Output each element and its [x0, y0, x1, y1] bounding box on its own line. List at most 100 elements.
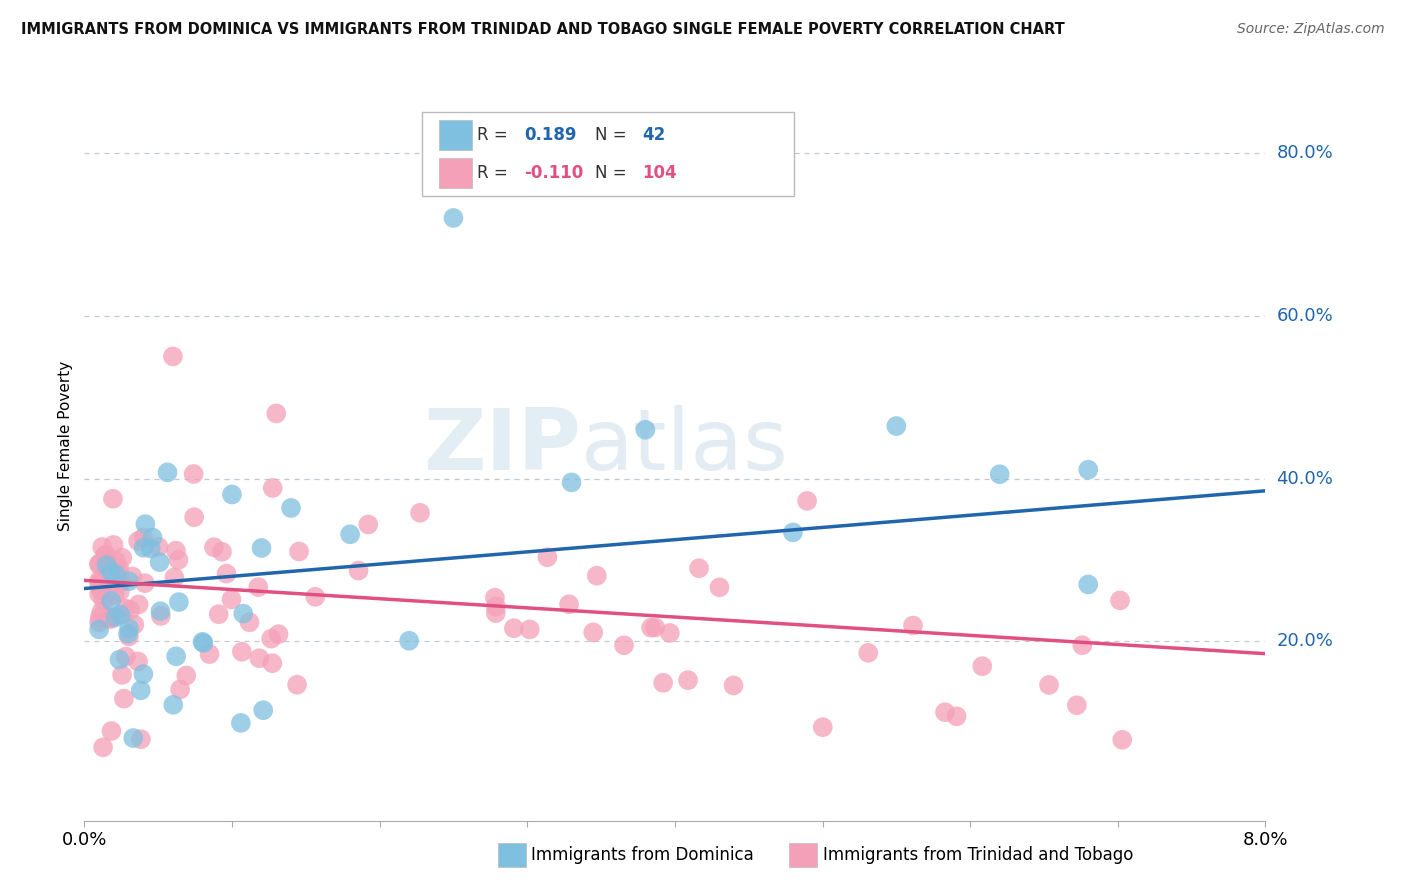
Point	[87, 558, 111, 572]
Point	[198, 647, 221, 661]
Text: Immigrants from Trinidad and Tobago: Immigrants from Trinidad and Tobago	[823, 846, 1133, 863]
Point	[108, 584, 131, 599]
Point	[111, 668, 134, 682]
Point	[232, 607, 254, 621]
Point	[94, 548, 117, 562]
Point	[988, 467, 1011, 482]
Point	[96, 558, 118, 573]
Point	[127, 534, 149, 549]
Point	[128, 598, 150, 612]
Text: 42: 42	[643, 126, 666, 144]
Point	[87, 615, 111, 630]
Point	[165, 543, 187, 558]
Point	[202, 541, 225, 555]
Point	[89, 574, 111, 589]
Point	[723, 678, 745, 692]
Point	[613, 638, 636, 652]
Point	[132, 667, 155, 681]
Point	[108, 561, 131, 575]
Point	[782, 525, 804, 540]
Point	[221, 592, 243, 607]
Point	[262, 481, 284, 495]
Point	[644, 620, 666, 634]
Point	[519, 623, 541, 637]
Text: N =: N =	[595, 126, 631, 144]
Point	[211, 545, 233, 559]
Point	[357, 517, 380, 532]
Point	[115, 649, 138, 664]
Point	[87, 623, 111, 637]
Point	[87, 587, 111, 601]
Point	[280, 500, 302, 515]
Point	[167, 595, 190, 609]
Text: Immigrants from Dominica: Immigrants from Dominica	[531, 846, 754, 863]
Point	[443, 211, 465, 225]
Point	[167, 553, 190, 567]
Point	[100, 565, 122, 579]
Point	[191, 635, 214, 649]
Point	[260, 632, 283, 646]
Point	[347, 564, 370, 578]
Point	[247, 651, 270, 665]
Point	[100, 594, 122, 608]
Point	[585, 568, 607, 582]
Point	[934, 705, 956, 719]
Point	[104, 588, 127, 602]
Point	[1111, 732, 1133, 747]
Text: atlas: atlas	[581, 404, 789, 488]
Point	[901, 618, 924, 632]
Point	[634, 423, 657, 437]
Point	[162, 698, 184, 712]
Point	[91, 577, 114, 591]
Point	[264, 406, 288, 420]
Point	[208, 607, 231, 622]
Point	[134, 517, 156, 532]
Point	[536, 550, 558, 565]
Text: IMMIGRANTS FROM DOMINICA VS IMMIGRANTS FROM TRINIDAD AND TOBAGO SINGLE FEMALE PO: IMMIGRANTS FROM DOMINICA VS IMMIGRANTS F…	[21, 22, 1064, 37]
Text: ZIP: ZIP	[423, 404, 581, 488]
Text: N =: N =	[595, 164, 631, 182]
Point	[110, 607, 132, 622]
Point	[193, 636, 215, 650]
Point	[121, 569, 143, 583]
Point	[221, 487, 243, 501]
Text: -0.110: -0.110	[524, 164, 583, 182]
Point	[120, 603, 142, 617]
Point	[288, 544, 311, 558]
Point	[141, 531, 163, 545]
Text: 20.0%: 20.0%	[1277, 632, 1333, 650]
Point	[1038, 678, 1060, 692]
Point	[229, 715, 252, 730]
Text: 0.189: 0.189	[524, 126, 576, 144]
Point	[100, 612, 122, 626]
Point	[285, 678, 308, 692]
Point	[1066, 698, 1088, 713]
Point	[87, 574, 111, 588]
Point	[174, 668, 197, 682]
Point	[485, 606, 508, 620]
Point	[112, 691, 135, 706]
Point	[231, 645, 253, 659]
Point	[139, 541, 162, 556]
Point	[122, 731, 145, 745]
Point	[90, 605, 112, 619]
Text: 104: 104	[643, 164, 678, 182]
Point	[148, 540, 170, 554]
Point	[118, 621, 141, 635]
Point	[215, 566, 238, 581]
Point	[945, 709, 967, 723]
Point	[118, 630, 141, 644]
Point	[796, 494, 818, 508]
Point	[339, 527, 361, 541]
Point	[89, 610, 111, 624]
Point	[104, 567, 127, 582]
Text: R =: R =	[477, 164, 513, 182]
Point	[250, 541, 273, 555]
Point	[111, 550, 134, 565]
Point	[163, 570, 186, 584]
Point	[101, 491, 124, 506]
Point	[183, 510, 205, 524]
Point	[267, 627, 290, 641]
Point	[886, 419, 908, 434]
Point	[87, 577, 111, 591]
